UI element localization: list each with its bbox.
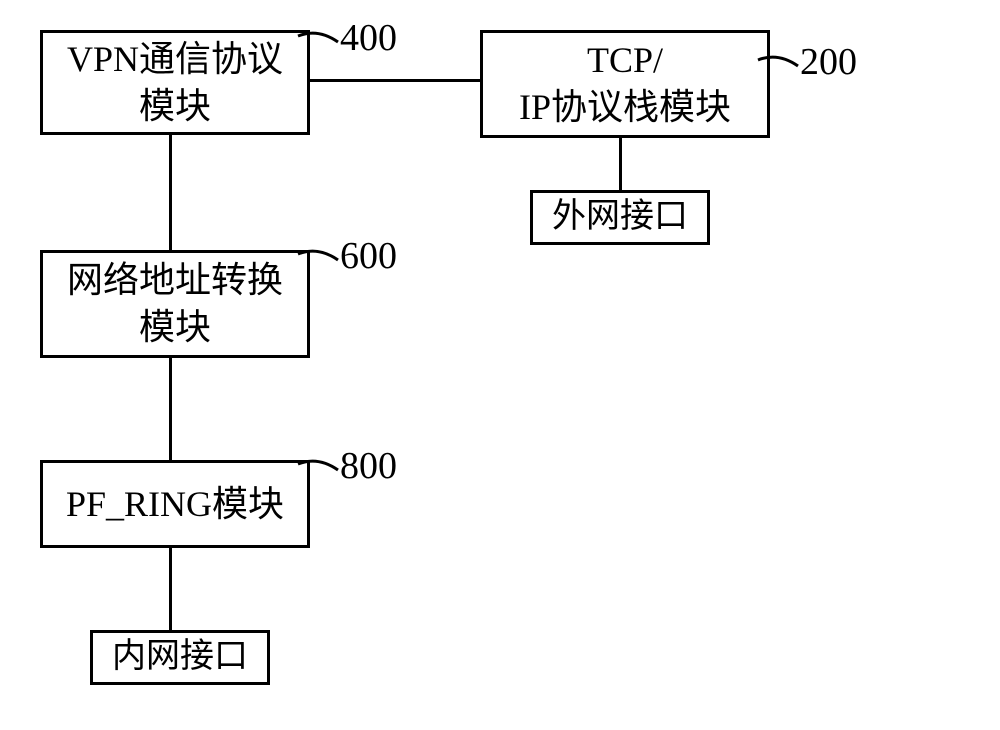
ref-label-800: 800 bbox=[340, 444, 397, 488]
node-tcpip-text: TCP/IP协议栈模块 bbox=[519, 37, 731, 131]
ref-label-600: 600 bbox=[340, 234, 397, 278]
node-pfring: PF_RING模块 bbox=[40, 460, 310, 548]
edge-vpn-nat bbox=[169, 135, 172, 250]
node-nat-text: 网络地址转换模块 bbox=[67, 257, 283, 351]
node-pfring-text: PF_RING模块 bbox=[66, 481, 284, 528]
node-vpn-text: VPN通信协议模块 bbox=[67, 36, 283, 130]
node-tcpip: TCP/IP协议栈模块 bbox=[480, 30, 770, 138]
edge-nat-pfring bbox=[169, 358, 172, 460]
node-lan-text: 内网接口 bbox=[112, 635, 248, 679]
node-vpn: VPN通信协议模块 bbox=[40, 30, 310, 135]
edge-vpn-tcpip bbox=[310, 79, 480, 82]
edge-pfring-lan bbox=[169, 548, 172, 630]
node-wan-text: 外网接口 bbox=[552, 195, 688, 239]
edge-tcpip-wan bbox=[619, 138, 622, 190]
ref-label-400: 400 bbox=[340, 16, 397, 60]
node-nat: 网络地址转换模块 bbox=[40, 250, 310, 358]
ref-label-200: 200 bbox=[800, 40, 857, 84]
node-wan: 外网接口 bbox=[530, 190, 710, 245]
node-lan: 内网接口 bbox=[90, 630, 270, 685]
